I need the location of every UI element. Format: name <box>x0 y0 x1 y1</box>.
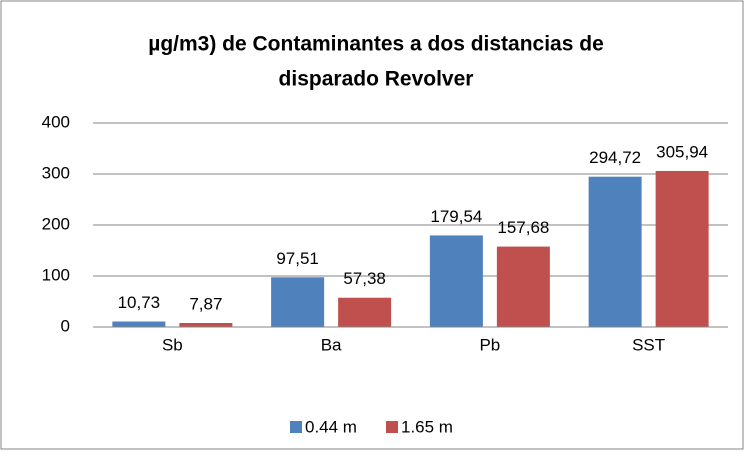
bar <box>271 277 325 327</box>
legend-swatch <box>290 421 302 433</box>
x-tick-label: SST <box>632 335 665 354</box>
x-tick-label: Pb <box>479 335 500 354</box>
legend-label: 1.65 m <box>401 417 453 436</box>
y-tick-label: 100 <box>42 265 70 284</box>
y-tick-label: 400 <box>42 112 70 131</box>
bar <box>112 321 166 327</box>
data-label: 10,73 <box>118 293 161 312</box>
data-label: 7,87 <box>189 294 222 313</box>
bar <box>496 246 550 327</box>
data-label: 97,51 <box>276 249 319 268</box>
bar <box>179 322 233 327</box>
bar <box>338 297 392 327</box>
y-tick-label: 0 <box>61 316 70 335</box>
data-label: 157,68 <box>497 218 549 237</box>
x-tick-label: Sb <box>162 335 183 354</box>
chart-title: µg/m3) de Contaminantes a dos distancias… <box>148 33 604 56</box>
legend-label: 0.44 m <box>305 417 357 436</box>
data-label: 57,38 <box>343 269 386 288</box>
y-tick-label: 300 <box>42 163 70 182</box>
legend-swatch <box>386 421 398 433</box>
y-tick-label: 200 <box>42 214 70 233</box>
bar <box>429 235 483 327</box>
x-tick-label: Ba <box>321 335 342 354</box>
bar <box>655 170 709 327</box>
bar <box>588 176 642 327</box>
data-label: 179,54 <box>430 207 482 226</box>
data-label: 294,72 <box>589 148 641 167</box>
chart-title: disparado Revolver <box>279 68 474 91</box>
data-label: 305,94 <box>656 142 708 161</box>
